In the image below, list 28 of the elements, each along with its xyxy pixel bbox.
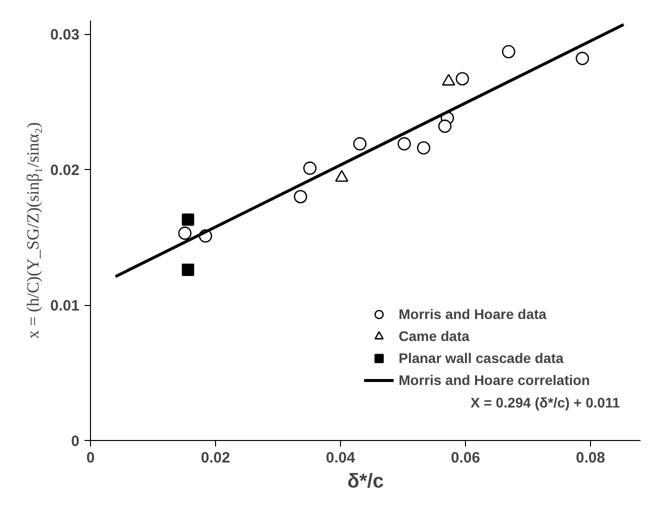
point [438, 120, 452, 133]
annotation: X = 0.294 (δ*/c) + 0.011 [470, 394, 620, 410]
x-axis-title: δ*/c [347, 470, 384, 492]
y-tick-label: 0 [71, 433, 80, 450]
point [182, 264, 194, 276]
point [178, 226, 192, 240]
y-axis-title: x = (h/C)(Y_SG/Z)(sinβ₁/sinα₂) [23, 122, 42, 339]
x-tick-label: 0.02 [200, 450, 230, 466]
x-tick-label: 0 [86, 450, 95, 466]
y-tick-label: 0.03 [50, 26, 80, 44]
point [294, 190, 308, 204]
point [416, 141, 430, 154]
x-tick-label: 0.06 [450, 450, 480, 466]
legend-label: Came data [398, 328, 470, 344]
point [303, 162, 317, 175]
y-tick-label: 0.01 [50, 298, 80, 315]
point [456, 72, 470, 86]
legend-label: Morris and Hoare data [398, 306, 546, 322]
legend-label: Planar wall cascade data [398, 350, 564, 366]
x-tick-label: 0.04 [326, 450, 356, 466]
point [398, 137, 411, 150]
x-tick-label: 0.08 [576, 450, 606, 466]
y-tick-label: 0.02 [50, 162, 80, 180]
point [576, 52, 590, 66]
point [182, 214, 194, 226]
legend-label: Morris and Hoare correlation [398, 372, 590, 388]
point [502, 45, 516, 58]
point [353, 137, 367, 150]
